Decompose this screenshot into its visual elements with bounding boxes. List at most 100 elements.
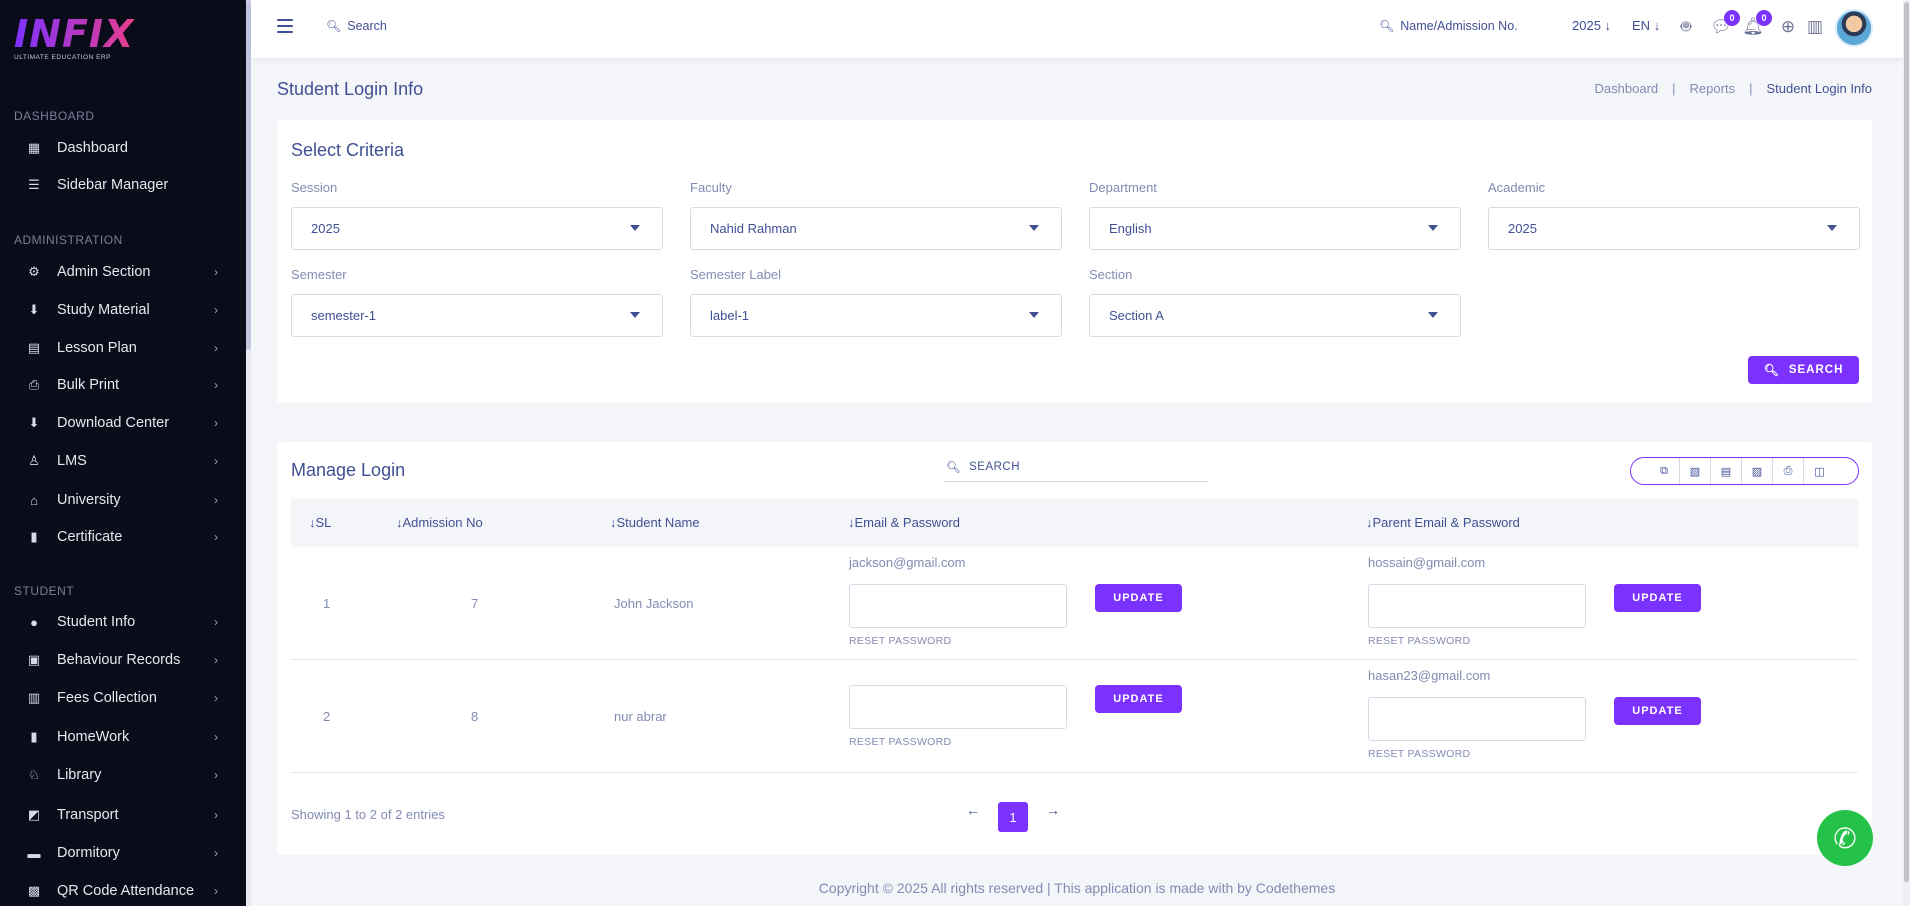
page-scrollbar-thumb[interactable] [1904,2,1909,882]
globe-icon[interactable]: ⊕ [1780,17,1796,36]
sidebar-section-title: STUDENT [14,584,75,598]
pdf-icon[interactable]: ▨ [1742,458,1773,484]
messages-icon[interactable]: 💬︎ 0 [1710,10,1740,38]
password-input[interactable] [849,685,1067,729]
chart-icon[interactable]: ▥ [1806,17,1824,36]
csv-icon[interactable]: ▤ [1711,458,1742,484]
language-select[interactable]: EN ↓ [1632,18,1660,33]
sidebar-item-bulk-print[interactable]: ⎙ Bulk Print › [0,368,246,402]
password-input[interactable] [849,584,1067,628]
arrow-down-icon: ↓ [1653,18,1661,33]
previous-page-icon[interactable]: ← [966,802,980,818]
caret-down-icon [1827,225,1837,231]
sidebar-item-download-center[interactable]: ⬇ Download Center › [0,406,246,440]
sidebar-item-university[interactable]: ⌂ University › [0,483,246,517]
sidebar-item-admin-section[interactable]: ⚙ Admin Section › [0,255,246,289]
notifications-icon[interactable]: 🔔︎ 0 [1742,10,1772,38]
breadcrumb-separator: | [1749,81,1753,96]
brand-tagline: ULTIMATE EDUCATION ERP [14,54,111,61]
sidebar-item-qr-code-attendance[interactable]: ▩ QR Code Attendance › [0,874,246,906]
language-value: EN [1632,18,1651,33]
sidebar-item-certificate[interactable]: ▮ Certificate › [0,520,246,554]
sidebar-item-label: HomeWork [57,729,130,745]
manage-login-card: Manage Login 🔍︎ SEARCH ⧉ ▧ ▤ ▨ ⎙ ◫ ↓SL ↓… [277,442,1872,855]
avatar[interactable] [1835,9,1873,47]
search-icon: 🔍︎ [946,461,962,474]
chatbot-icon[interactable]: 🤖︎ [1680,17,1692,36]
row-admission-no: 7 [471,596,479,611]
column-parent-email-password[interactable]: ↓Parent Email & Password [1366,515,1520,530]
sidebar-item-dormitory[interactable]: ▬ Dormitory › [0,836,246,870]
sidebar-item-fees-collection[interactable]: ▥ Fees Collection › [0,681,246,715]
caret-down-icon [1029,225,1039,231]
printer-icon: ⎙ [28,377,40,392]
parent-update-button[interactable]: UPDATE [1614,697,1701,725]
excel-icon[interactable]: ▧ [1680,458,1711,484]
caret-down-icon [630,225,640,231]
sort-icon: ↓ [848,515,855,530]
update-button[interactable]: UPDATE [1095,584,1182,612]
lms-icon: ♙ [28,453,40,468]
sidebar-item-transport[interactable]: ◩ Transport › [0,798,246,832]
faculty-select[interactable]: Nahid Rahman [690,207,1062,250]
copy-icon[interactable]: ⧉ [1649,458,1680,484]
parent-update-button[interactable]: UPDATE [1614,584,1701,612]
breadcrumb-reports[interactable]: Reports [1689,81,1736,96]
section-value: Section A [1109,308,1164,323]
print-icon[interactable]: ⎙ [1773,458,1804,484]
sidebar-item-sidebar-manager[interactable]: ☰ Sidebar Manager [0,168,246,202]
brand-logo[interactable]: INFIX ULTIMATE EDUCATION ERP [14,14,134,66]
columns-icon[interactable]: ◫ [1814,465,1825,478]
department-select[interactable]: English [1089,207,1461,250]
messages-badge: 0 [1724,10,1740,26]
chevron-right-icon: › [214,493,218,507]
reset-password-label: RESET PASSWORD [1368,748,1471,760]
sort-icon: ↓ [396,515,403,530]
session-select[interactable]: 2025 [291,207,663,250]
sidebar-item-homework[interactable]: ▮ HomeWork › [0,720,246,754]
sidebar-item-label: Study Material [57,302,150,318]
column-admission-no[interactable]: ↓Admission No [396,515,483,530]
next-page-icon[interactable]: → [1046,802,1060,818]
breadcrumb-current: Student Login Info [1766,81,1872,96]
semester-value: semester-1 [311,308,377,323]
menu-toggle-icon[interactable] [277,19,293,33]
whatsapp-icon[interactable]: ✆ [1817,810,1873,866]
column-student-name[interactable]: ↓Student Name [610,515,700,530]
section-select[interactable]: Section A [1089,294,1461,337]
sidebar-item-behaviour-records[interactable]: ▣ Behaviour Records › [0,643,246,677]
year-select[interactable]: 2025 ↓ [1572,18,1611,33]
breadcrumb-dashboard[interactable]: Dashboard [1594,81,1659,96]
row-sl: 2 [323,709,331,724]
semester-label-select[interactable]: label-1 [690,294,1062,337]
sidebar-item-label: Certificate [57,529,123,545]
sidebar-item-library[interactable]: ♘ Library › [0,758,246,792]
global-search-placeholder: Search [347,19,387,33]
update-button[interactable]: UPDATE [1095,685,1182,713]
page-scrollbar[interactable] [1903,0,1910,906]
page-1-button[interactable]: 1 [998,802,1028,832]
fees-icon: ▥ [27,690,41,705]
search-button[interactable]: 🔍︎ SEARCH [1748,356,1859,384]
sidebar-item-study-material[interactable]: ⬇ Study Material › [0,293,246,327]
chevron-right-icon: › [214,530,218,544]
download-icon: ⬇ [28,302,40,317]
sidebar-item-lms[interactable]: ♙ LMS › [0,444,246,478]
semester-select[interactable]: semester-1 [291,294,663,337]
academic-select[interactable]: 2025 [1488,207,1860,250]
bank-icon: ⌂ [30,492,38,508]
student-search-input[interactable]: 🔍︎ Name/Admission No. [1379,19,1518,33]
sidebar-scrollbar-thumb[interactable] [246,0,251,350]
parent-password-input[interactable] [1368,584,1586,628]
sidebar-item-dashboard[interactable]: ▦ Dashboard [0,131,246,165]
sidebar-scrollbar[interactable] [246,0,251,906]
sidebar-item-lesson-plan[interactable]: ▤ Lesson Plan › [0,331,246,365]
column-email-password[interactable]: ↓Email & Password [848,515,960,530]
global-search-input[interactable]: 🔍︎ Search [326,19,387,33]
sidebar-item-student-info[interactable]: ● Student Info › [0,605,246,639]
sort-icon: ↓ [610,515,617,530]
search-button-label: SEARCH [1788,364,1844,376]
table-search-input[interactable]: 🔍︎ SEARCH [944,452,1209,482]
parent-password-input[interactable] [1368,697,1586,741]
column-sl[interactable]: ↓SL [309,515,332,530]
